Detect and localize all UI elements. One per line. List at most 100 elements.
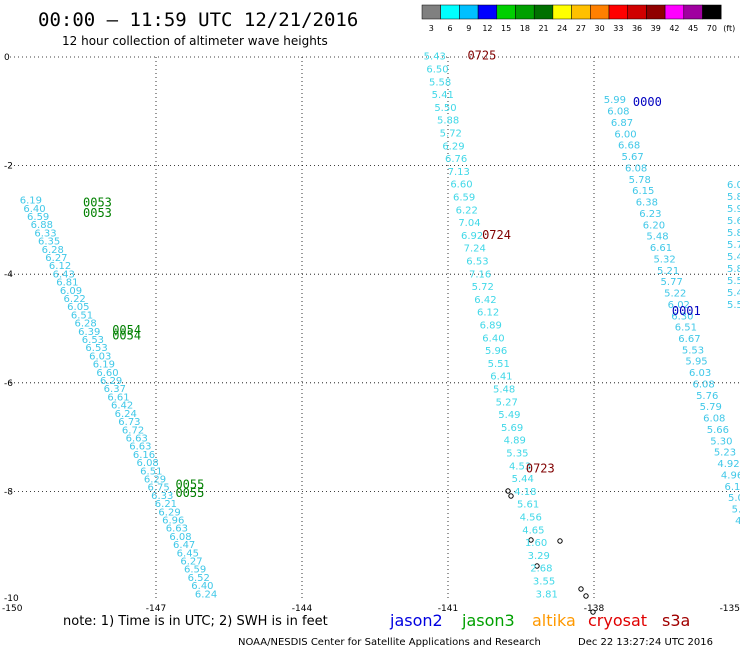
colorbar-swatch bbox=[608, 4, 628, 20]
wave-height-label: 3.29 bbox=[528, 551, 550, 562]
wave-height-label: 6.12 bbox=[477, 308, 499, 319]
chart-subtitle: 12 hour collection of altimeter wave hei… bbox=[62, 34, 328, 48]
wave-height-label: 5.80 bbox=[727, 264, 740, 275]
pass-time-label: 0055 bbox=[175, 478, 204, 492]
wave-height-label: 4.81 bbox=[735, 516, 740, 527]
x-tick-label: -135 bbox=[720, 604, 740, 614]
wave-height-label: 2.68 bbox=[530, 564, 552, 575]
legend-item: s3a bbox=[662, 611, 690, 630]
y-tick-label: -10 bbox=[4, 594, 19, 604]
colorbar: 3 6 9 12 15 18 21 24 27 30 33 36 39 42 45 70 (ft) bbox=[421, 4, 735, 33]
wave-height-label: 6.39 bbox=[78, 327, 100, 338]
colorbar-label: 15 bbox=[501, 24, 511, 33]
wave-height-label: 5.78 bbox=[629, 175, 651, 186]
wave-height-label: 6.43 bbox=[53, 269, 75, 280]
wave-height-label: 6.40 bbox=[482, 333, 504, 344]
colorbar-label: 24 bbox=[557, 24, 567, 33]
pass-time-label: 0055 bbox=[175, 486, 204, 500]
wave-height-label: 6.51 bbox=[140, 466, 162, 477]
grid-lines bbox=[10, 56, 740, 600]
wave-height-label: 6.59 bbox=[184, 565, 206, 576]
y-tick-label: 0 bbox=[4, 53, 10, 63]
wave-height-label: 4.53 bbox=[509, 461, 531, 472]
wave-height-label: 4.96 bbox=[721, 470, 740, 481]
wave-height-label: 5.49 bbox=[498, 410, 520, 421]
wave-height-label: 6.67 bbox=[678, 334, 700, 345]
x-tick-label: -141 bbox=[438, 604, 458, 614]
wave-height-label: 6.81 bbox=[56, 278, 78, 289]
wave-height-label: 5.65 bbox=[727, 216, 740, 227]
pass-time-label: 0053 bbox=[83, 206, 112, 220]
island-outline bbox=[508, 493, 514, 499]
wave-height-label: 5.96 bbox=[485, 346, 507, 357]
x-tick-label: -144 bbox=[292, 604, 313, 614]
wave-height-label: 6.63 bbox=[129, 442, 151, 453]
wave-height-label: 6.88 bbox=[31, 220, 53, 231]
wave-height-label: 6.09 bbox=[60, 286, 82, 297]
wave-height-label: 6.60 bbox=[96, 368, 118, 379]
footer-credit: NOAA/NESDIS Center for Satellite Applica… bbox=[238, 637, 541, 648]
wave-height-label: 6.33 bbox=[151, 491, 173, 502]
wave-height-label: 6.08 bbox=[693, 379, 715, 390]
wave-height-label: 6.08 bbox=[137, 458, 159, 469]
wave-height-label: 6.00 bbox=[614, 129, 636, 140]
wave-height-label: 4.56 bbox=[520, 512, 542, 523]
satellite-tracks: 6.196.406.596.886.336.356.286.276.126.43… bbox=[20, 52, 740, 601]
satellite-legend: jason2 jason3 altika cryosat s3a bbox=[389, 611, 690, 630]
colorbar-swatch bbox=[590, 4, 610, 20]
wave-height-label: 6.21 bbox=[155, 499, 177, 510]
wave-height-label: 6.05 bbox=[67, 302, 89, 313]
wave-height-label: 5.95 bbox=[685, 357, 707, 368]
colorbar-label: 12 bbox=[482, 24, 492, 33]
wave-height-label: 7.24 bbox=[464, 244, 486, 255]
pass-time-label: 0001 bbox=[672, 304, 701, 318]
wave-height-label: 5.99 bbox=[604, 95, 626, 106]
colorbar-label: 33 bbox=[613, 24, 623, 33]
wave-height-label: 5.53 bbox=[682, 345, 704, 356]
island-outline bbox=[583, 593, 589, 599]
wave-height-label: 6.92 bbox=[461, 231, 483, 242]
wave-height-label: 7.04 bbox=[458, 218, 480, 229]
wave-height-label: 5.45 bbox=[727, 252, 740, 263]
wave-height-label: 6.38 bbox=[636, 198, 658, 209]
wave-height-label: 6.96 bbox=[162, 515, 184, 526]
wave-height-label: 3.81 bbox=[536, 589, 558, 600]
wave-height-label: 6.24 bbox=[195, 589, 217, 600]
wave-height-label: 5.30 bbox=[710, 436, 732, 447]
wave-height-label: 6.29 bbox=[100, 376, 122, 387]
wave-height-label: 6.16 bbox=[133, 450, 155, 461]
wave-height-label: 5.90 bbox=[727, 204, 740, 215]
wave-height-label: 6.47 bbox=[173, 540, 195, 551]
wave-height-label: 6.53 bbox=[466, 257, 488, 268]
wave-height-label: 5.77 bbox=[661, 277, 683, 288]
wave-height-label: 5.35 bbox=[506, 448, 528, 459]
colorbar-swatch bbox=[552, 4, 572, 20]
wave-height-label: 5.69 bbox=[501, 423, 523, 434]
wave-height-label: 6.42 bbox=[474, 295, 496, 306]
coastline-islands bbox=[505, 488, 596, 615]
wave-height-label: 6.61 bbox=[107, 392, 129, 403]
wave-height-label: 6.08 bbox=[727, 180, 740, 191]
colorbar-swatch bbox=[459, 4, 479, 20]
wave-height-label: 6.61 bbox=[650, 243, 672, 254]
x-tick-label: -150 bbox=[2, 604, 23, 614]
wave-height-label: 6.03 bbox=[89, 351, 111, 362]
wave-height-label: 6.35 bbox=[38, 237, 60, 248]
wave-height-label: 6.63 bbox=[166, 524, 188, 535]
island-outline bbox=[557, 538, 563, 544]
wave-height-label: 5.48 bbox=[646, 232, 668, 243]
wave-height-label: 6.52 bbox=[188, 573, 210, 584]
wave-height-label: 6.12 bbox=[49, 261, 71, 272]
colorbar-swatch bbox=[627, 4, 647, 20]
wave-height-label: 6.53 bbox=[82, 335, 104, 346]
wave-height-label: 5.61 bbox=[517, 500, 539, 511]
wave-height-label: 5.57 bbox=[727, 300, 740, 311]
legend-item: cryosat bbox=[588, 611, 647, 630]
footer-timestamp: Dec 22 13:27:24 UTC 2016 bbox=[578, 637, 713, 648]
pass-time-label: 0723 bbox=[526, 461, 555, 475]
wave-height-label: 7.16 bbox=[469, 269, 491, 280]
wave-height-label: 6.23 bbox=[639, 209, 661, 220]
wave-height-label: 5.44 bbox=[512, 474, 534, 485]
